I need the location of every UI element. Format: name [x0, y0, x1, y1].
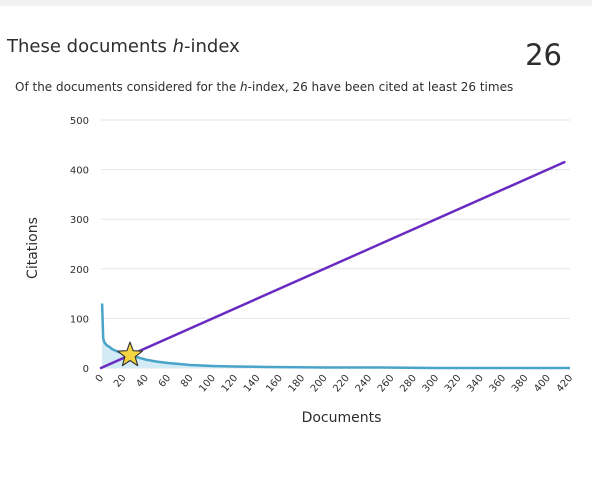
x-tick-label: 300 [421, 373, 442, 395]
x-tick-label: 320 [443, 373, 464, 395]
x-tick-label: 420 [555, 373, 576, 395]
x-tick-label: 400 [532, 373, 553, 395]
x-tick-label: 120 [220, 373, 241, 395]
subtitle-prefix: Of the documents considered for the [15, 80, 241, 94]
x-axis-title: Documents [302, 410, 382, 426]
x-tick-label: 80 [179, 373, 196, 390]
y-tick-label: 100 [70, 314, 89, 325]
x-tick-label: 260 [376, 373, 397, 395]
x-tick-label: 160 [264, 373, 285, 395]
y-tick-label: 0 [83, 364, 89, 375]
x-tick-label: 40 [134, 373, 151, 390]
y-tick-label: 300 [70, 215, 89, 226]
x-tick-label: 380 [510, 373, 531, 395]
citations-line [100, 303, 570, 370]
x-tick-label: 100 [197, 373, 218, 395]
y-axis-title: Citations [25, 217, 41, 279]
x-tick-label: 180 [287, 373, 308, 395]
x-tick-label: 240 [354, 373, 375, 395]
x-tick-label: 20 [112, 373, 129, 390]
x-tick-label: 280 [398, 373, 419, 395]
y-tick-label: 500 [70, 116, 89, 127]
h-index-description: Of the documents considered for the h-in… [15, 80, 513, 94]
top-divider-strip [0, 0, 592, 6]
subtitle-h-italic: h [240, 80, 248, 94]
x-tick-label: 360 [488, 373, 509, 395]
x-tick-label: 200 [309, 373, 330, 395]
x-tick-label: 140 [242, 373, 263, 395]
title-suffix: -index [184, 36, 240, 57]
x-tick-label: 340 [465, 373, 486, 395]
h-index-value: 26 [525, 38, 562, 72]
title-prefix: These documents [7, 36, 173, 57]
x-tick-label: 60 [157, 373, 174, 390]
citations-area [102, 303, 570, 368]
x-tick-label: 220 [331, 373, 352, 395]
title-h-italic: h [172, 36, 184, 57]
y-tick-label: 200 [70, 265, 89, 276]
y-tick-label: 400 [70, 166, 89, 177]
h-index-star-marker [117, 341, 143, 367]
section-title: These documents h-index [7, 36, 240, 57]
subtitle-suffix: -index, 26 have been cited at least 26 t… [247, 80, 514, 94]
diagonal-line [99, 160, 566, 370]
x-tick-label: 0 [94, 373, 107, 385]
